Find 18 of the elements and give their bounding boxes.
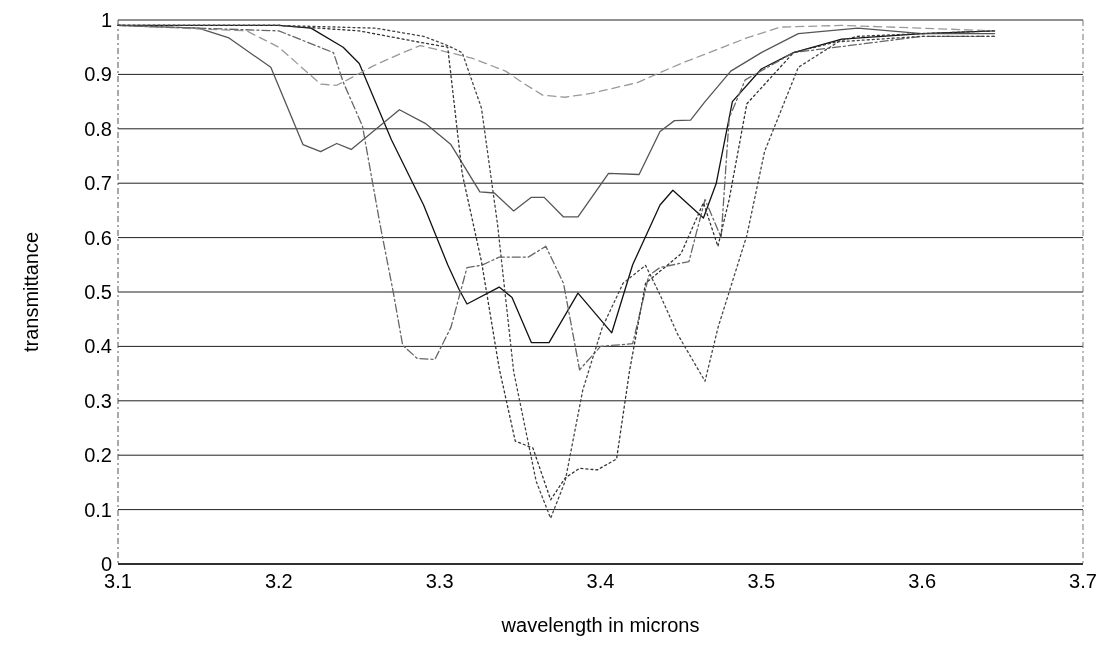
y-tick-label: 0.1 — [84, 498, 112, 521]
y-tick-label: 0.6 — [84, 226, 112, 249]
y-tick-label: 0.2 — [84, 444, 112, 467]
y-tick-label: 0.7 — [84, 172, 112, 195]
y-tick-label: 1 — [100, 9, 112, 31]
x-tick-label: 3.5 — [747, 570, 776, 592]
x-tick-label: 3.4 — [586, 570, 615, 592]
y-tick-label: 0.5 — [84, 281, 112, 303]
x-axis-title: wavelength in microns — [500, 614, 700, 636]
y-tick-label: 0.9 — [84, 63, 112, 86]
y-tick-label: 0.8 — [84, 117, 112, 140]
x-tick-label: 3.2 — [264, 570, 293, 592]
x-tick-label: 3.6 — [908, 570, 937, 592]
x-tick-label: 3.3 — [425, 570, 454, 592]
y-tick-label: 0.4 — [84, 335, 112, 358]
y-axis-title: transmittance — [20, 231, 42, 353]
y-tick-label: 0.3 — [84, 389, 112, 412]
x-tick-label: 3.7 — [1069, 570, 1097, 592]
